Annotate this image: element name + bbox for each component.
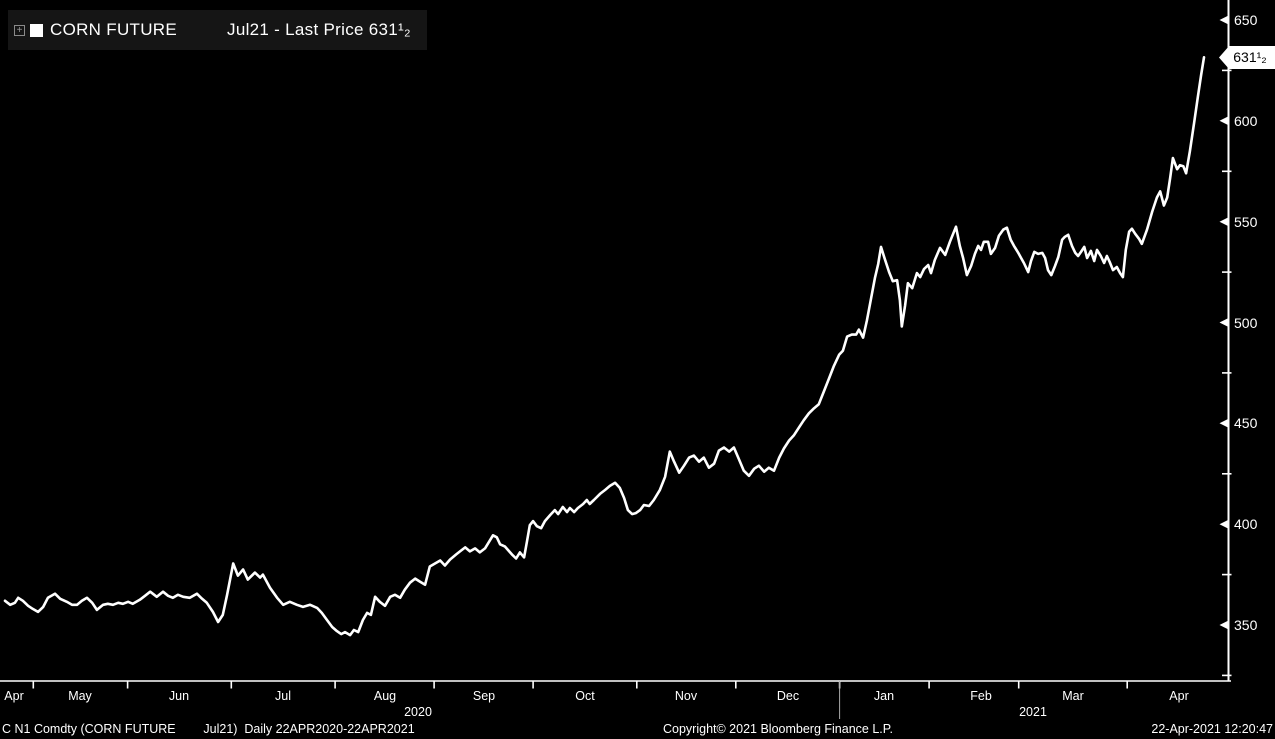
footer-timestamp: 22-Apr-2021 12:20:47 [1151, 722, 1273, 736]
x-axis-month-label: Mar [1062, 689, 1084, 703]
x-axis-month-label: Oct [575, 689, 595, 703]
x-axis-year-label: 2021 [1019, 705, 1047, 719]
y-axis-label: 400 [1234, 516, 1258, 532]
x-axis-year-label: 2020 [404, 705, 432, 719]
price-line [3, 55, 1206, 637]
legend-expand-icon[interactable]: + [14, 24, 25, 36]
y-major-tick-arrow [1219, 116, 1229, 126]
y-axis-label: 350 [1234, 617, 1258, 633]
x-axis-month-label: Jun [168, 689, 190, 703]
x-axis-month-label: Apr [1169, 689, 1189, 703]
y-major-tick-arrow [1219, 15, 1229, 25]
x-axis-month-label: Dec [776, 689, 800, 703]
footer-copyright: Copyright© 2021 Bloomberg Finance L.P. [663, 722, 893, 736]
x-axis-month-label: Sep [472, 689, 496, 703]
x-axis-month-label: Jan [873, 689, 895, 703]
x-axis-month-label: May [68, 689, 92, 703]
x-axis-month-label: Feb [970, 689, 992, 703]
x-axis-month-label: Aug [373, 689, 397, 703]
series-marker-icon [30, 23, 43, 37]
x-axis-month-label: Jul [275, 689, 291, 703]
legend-series-name: CORN FUTURE [50, 20, 178, 39]
y-major-tick-arrow [1219, 318, 1229, 327]
y-axis-label: 600 [1234, 113, 1258, 129]
y-major-tick-arrow [1219, 418, 1229, 428]
y-major-tick-arrow [1219, 217, 1229, 227]
y-major-tick-arrow [1219, 519, 1229, 529]
y-axis-label: 450 [1234, 415, 1258, 431]
y-major-tick-arrow [1219, 620, 1229, 630]
x-axis-month-label: Apr [4, 689, 24, 703]
last-price-bubble: 631¹₂ [1219, 46, 1275, 69]
legend-contract-price: Jul21 - Last Price 631¹₂ [227, 20, 411, 39]
y-axis-label: 500 [1234, 315, 1258, 331]
footer-security-info: C N1 Comdty (CORN FUTURE Jul21) Daily 22… [2, 722, 415, 736]
y-axis-label: 650 [1234, 12, 1258, 28]
axes [0, 0, 1232, 689]
y-axis-label: 550 [1234, 214, 1258, 230]
chart-legend: + CORN FUTURE Jul21 - Last Price 631¹₂ [8, 10, 427, 50]
x-axis-month-label: Nov [674, 689, 698, 703]
